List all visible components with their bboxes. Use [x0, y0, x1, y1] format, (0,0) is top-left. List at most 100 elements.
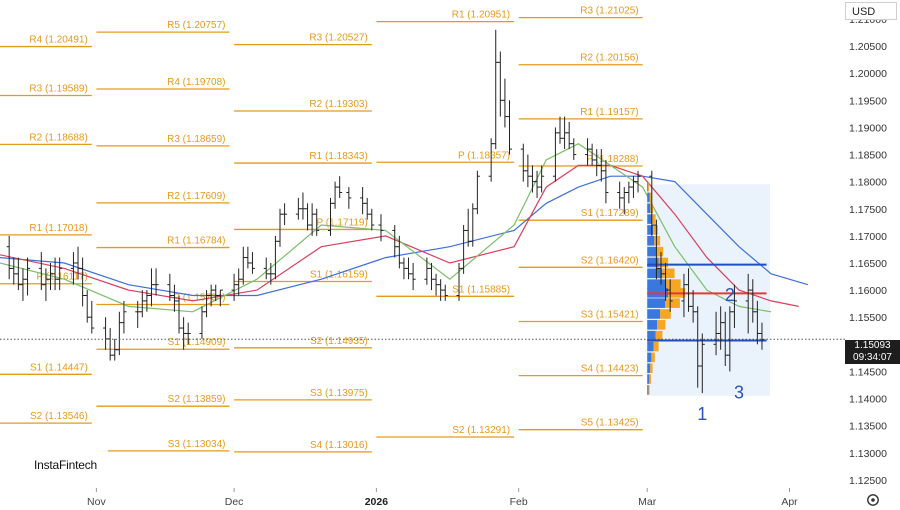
ohlc-bar	[181, 317, 187, 350]
pivot-label: R1 (1.18343)	[309, 151, 367, 162]
pivot-label: P (1.18288)	[587, 154, 639, 165]
profile-row-buy	[649, 192, 652, 203]
ohlc-bar	[80, 257, 86, 307]
ohlc-bar	[139, 290, 145, 318]
pivot-label: R1 (1.19157)	[580, 107, 638, 118]
ohlc-bar	[571, 138, 577, 160]
y-tick-label: 1.20000	[849, 68, 887, 80]
ohlc-bar	[465, 208, 471, 247]
ohlc-bar	[309, 203, 315, 236]
x-tick-label: Mar	[638, 496, 657, 508]
pivot-label: S1 (1.14447)	[30, 362, 88, 373]
ohlc-bar	[272, 235, 278, 280]
profile-row-sell	[647, 236, 655, 246]
y-tick-label: 1.13000	[849, 448, 887, 460]
ohlc-bar	[277, 208, 283, 247]
ohlc-bar	[488, 138, 494, 182]
y-tick-label: 1.17500	[849, 204, 887, 216]
ohlc-bar	[667, 279, 673, 312]
x-tick-label: Apr	[781, 496, 798, 508]
ohlc-bar	[750, 279, 756, 323]
ohlc-bar	[360, 187, 366, 215]
moving-average-line	[0, 143, 772, 313]
pivot-label: R2 (1.17609)	[167, 191, 225, 202]
ohlc-bar	[658, 252, 664, 285]
ohlc-bar	[699, 333, 705, 394]
pivot-label: S3 (1.15421)	[581, 309, 639, 320]
ohlc-bar	[539, 165, 545, 193]
ohlc-bar	[300, 192, 306, 220]
pivot-label: P (1.18357)	[458, 150, 510, 161]
pivot-label: P (1.16117)	[36, 272, 87, 283]
ohlc-bar	[176, 295, 182, 334]
x-tick-label: 2026	[365, 496, 389, 508]
ohlc-bar	[626, 181, 632, 204]
y-tick-label: 1.15500	[849, 312, 887, 324]
ohlc-bar	[378, 214, 384, 242]
ohlc-bar	[364, 197, 370, 220]
ohlc-bar	[337, 176, 343, 198]
profile-row-sell	[647, 257, 659, 268]
pivot-label: S4 (1.13016)	[310, 440, 368, 451]
profile-row-buy	[653, 225, 658, 235]
ohlc-bar	[240, 246, 246, 285]
profile-row-buy	[648, 181, 650, 192]
ohlc-bar	[470, 203, 476, 247]
pivot-label: S1 (1.16159)	[310, 269, 368, 280]
ohlc-bar	[456, 262, 462, 301]
ohlc-bar	[663, 262, 669, 301]
ohlc-bar	[20, 268, 26, 301]
ohlc-bar	[557, 116, 563, 144]
pivot-label: S2 (1.14935)	[310, 336, 368, 347]
gear-icon[interactable]	[866, 493, 880, 507]
wave-label: 2	[725, 285, 735, 305]
y-tick-label: 1.20500	[849, 41, 887, 53]
ohlc-bar	[507, 100, 513, 155]
pivot-label: R3 (1.20527)	[309, 33, 367, 44]
ohlc-bar	[268, 262, 274, 285]
ohlc-bar	[295, 197, 301, 220]
pivot-label: S1 (1.17289)	[581, 208, 639, 219]
profile-row-buy	[654, 236, 661, 246]
pivot-label: S4 (1.14423)	[581, 364, 639, 375]
ohlc-bar	[410, 262, 416, 291]
ohlc-bar	[103, 317, 109, 350]
ohlc-bar	[153, 268, 159, 296]
profile-row-buy	[657, 320, 666, 330]
pivot-label: S1 (1.15885)	[452, 284, 510, 295]
pivot-label: R1 (1.20951)	[452, 10, 510, 21]
ohlc-bar	[534, 170, 540, 198]
pivot-label: R4 (1.20491)	[29, 35, 87, 46]
wave-label: 1	[697, 404, 707, 424]
ohlc-bar	[406, 257, 412, 280]
ohlc-bar	[314, 208, 320, 236]
ohlc-bar	[621, 187, 627, 215]
ohlc-bar	[589, 143, 595, 166]
ohlc-bar	[603, 159, 609, 204]
ohlc-bar	[121, 300, 127, 334]
pivot-label: R2 (1.19303)	[309, 99, 367, 110]
ohlc-bar	[630, 176, 636, 198]
ohlc-bar	[369, 208, 375, 231]
pivot-label: S2 (1.13546)	[30, 411, 88, 422]
ohlc-bar	[713, 311, 719, 356]
profile-row-sell	[647, 181, 649, 192]
y-tick-label: 1.13500	[849, 421, 887, 433]
pivot-label: R5 (1.20757)	[167, 20, 225, 31]
profile-row-sell	[647, 352, 652, 363]
ohlc-bar	[11, 257, 17, 285]
profile-row-sell	[647, 320, 658, 330]
ohlc-bar	[474, 170, 480, 215]
ohlc-bar	[47, 262, 53, 291]
profile-row-sell	[647, 330, 656, 341]
ohlc-bar	[562, 116, 568, 150]
pivot-label: R3 (1.21025)	[580, 6, 638, 17]
y-axis: 1.125001.130001.135001.140001.145001.150…	[849, 14, 887, 487]
ohlc-bar	[52, 257, 58, 291]
profile-row-buy	[655, 246, 664, 257]
currency-selector[interactable]: USD	[845, 2, 897, 20]
pivot-label: P (1.15734)	[173, 293, 225, 304]
pivot-label: S2 (1.16420)	[581, 255, 639, 266]
profile-row-buy	[660, 309, 671, 319]
